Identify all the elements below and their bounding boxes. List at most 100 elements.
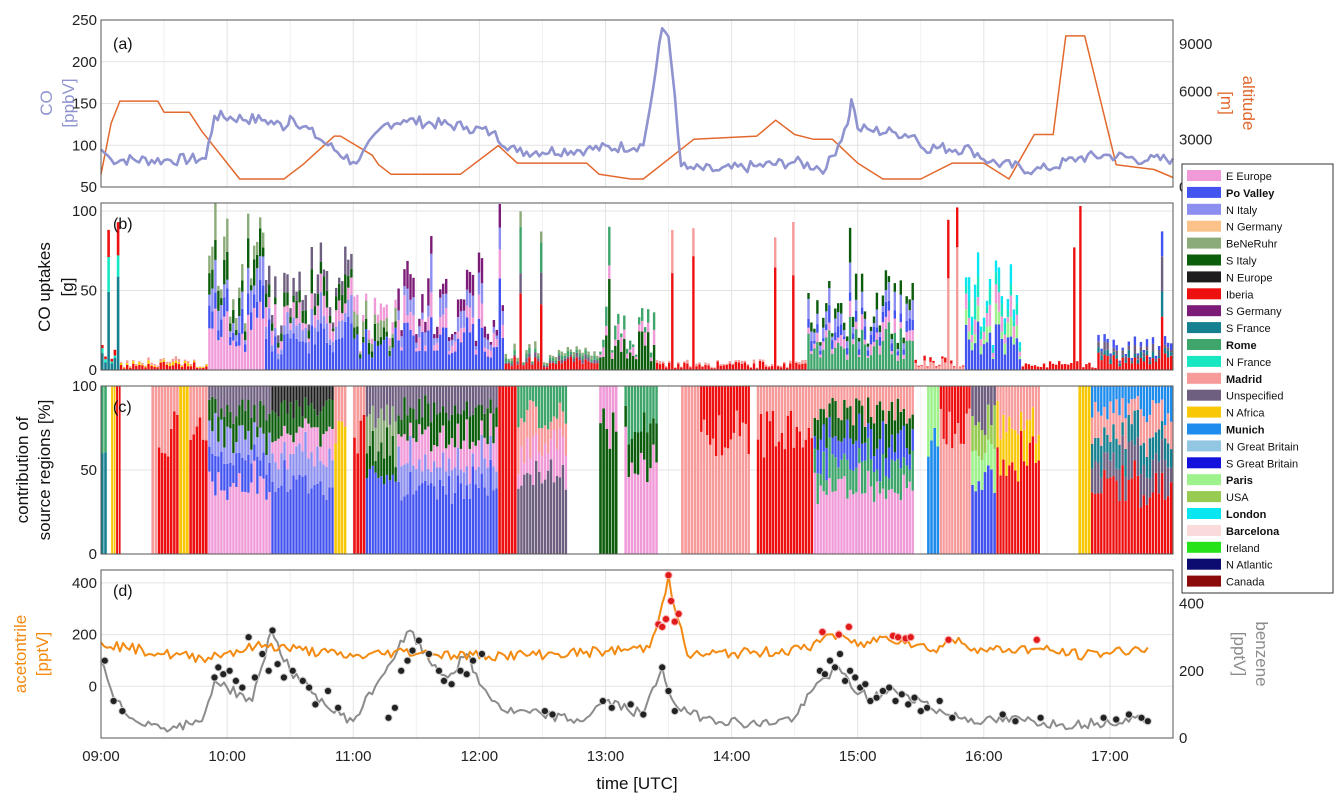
bar-segment [304, 418, 307, 432]
bar-segment [283, 306, 286, 326]
bar-segment [468, 292, 472, 308]
bar-segment [732, 386, 736, 433]
bar-segment [391, 338, 394, 348]
benzene-marker [820, 670, 830, 679]
bar-segment [1000, 296, 1004, 304]
bar-segment [241, 308, 244, 334]
bar-segment [1118, 363, 1121, 367]
benzene-marker [626, 700, 635, 709]
bar-segment [711, 386, 715, 439]
bar-segment [902, 354, 905, 359]
legend-entry-label: Munich [1226, 425, 1265, 437]
bar-segment [456, 413, 460, 424]
bar-segment [807, 293, 810, 299]
bar-segment [848, 227, 852, 263]
bar-segment [253, 294, 256, 308]
bar-segment [217, 290, 220, 311]
bar-segment [501, 337, 504, 370]
bar-segment [116, 255, 120, 277]
legend-swatch [1187, 524, 1221, 536]
bar-segment [531, 363, 534, 365]
bar-segment [462, 332, 466, 370]
bar-segment [465, 289, 469, 306]
bar-segment [150, 364, 153, 366]
bar-segment [313, 466, 316, 485]
bar-segment [462, 440, 466, 473]
bar-segment [292, 295, 295, 303]
bar-segment [280, 386, 283, 403]
bar-segment [322, 494, 325, 554]
bar-segment [956, 423, 960, 554]
bar-segment [211, 453, 214, 482]
bar-segment [828, 322, 831, 331]
bar-segment [104, 452, 107, 554]
bar-segment [394, 467, 397, 482]
bar-segment [374, 461, 377, 473]
bar-segment [872, 341, 876, 347]
bar-segment [388, 345, 391, 351]
bar-segment [555, 476, 559, 554]
bar-segment [116, 386, 118, 554]
bar-segment [1003, 322, 1007, 335]
legend-entry-label: USA [1226, 492, 1249, 504]
bar-segment [376, 341, 380, 346]
bar-segment [1166, 342, 1170, 348]
bar-segment [180, 365, 184, 367]
bar-segment [939, 408, 942, 554]
bar-segment [436, 342, 439, 351]
bar-segment [948, 386, 951, 412]
bar-segment [205, 364, 208, 367]
bar-segment [391, 435, 394, 475]
bar-segment [418, 424, 421, 460]
benzene-marker [548, 710, 557, 719]
bar-segment [566, 358, 569, 370]
bar-segment [747, 454, 750, 554]
bar-segment [319, 411, 322, 447]
bar-segment [700, 386, 703, 432]
bar-segment [451, 334, 454, 340]
bar-segment [322, 434, 325, 465]
bar-segment [590, 359, 593, 362]
bar-segment [974, 450, 977, 492]
bar-segment [698, 364, 701, 370]
bar-segment [519, 293, 522, 370]
bar-segment [1018, 342, 1022, 347]
bar-segment [867, 423, 870, 438]
bar-segment [295, 339, 298, 370]
bar-segment [855, 467, 858, 493]
bar-segment [890, 459, 894, 489]
bar-segment [723, 447, 727, 554]
bar-segment [878, 439, 882, 482]
bar-segment [993, 492, 996, 554]
bar-segment [652, 386, 655, 419]
bar-segment [887, 300, 891, 311]
bar-segment [1170, 352, 1173, 356]
panel-c-ylabel: contribution of source regions [%] [13, 400, 54, 541]
bar-segment [783, 363, 786, 370]
benzene-marker [878, 686, 888, 696]
bar-segment [780, 433, 784, 554]
bar-segment [373, 323, 377, 341]
bar-segment [884, 458, 888, 476]
y-tick-label: 0 [89, 678, 97, 695]
bar-segment [208, 399, 211, 421]
bar-segment [1100, 415, 1103, 446]
bar-segment [101, 453, 104, 554]
legend-entry-label: S Germany [1226, 306, 1282, 318]
bar-segment [864, 493, 867, 554]
bar-segment [262, 256, 265, 286]
bar-segment [365, 293, 368, 301]
benzene-marker [477, 649, 486, 659]
bar-segment [1154, 386, 1158, 404]
bar-segment [1139, 351, 1143, 358]
bar-segment [211, 328, 214, 370]
bar-segment [400, 347, 403, 351]
bar-segment [1157, 493, 1161, 554]
bar-segment [265, 293, 268, 308]
bar-segment [289, 402, 292, 435]
bar-segment [896, 355, 899, 361]
bar-segment [980, 459, 984, 490]
bar-segment [884, 423, 888, 458]
bar-segment [111, 386, 113, 554]
bar-segment [453, 492, 457, 554]
